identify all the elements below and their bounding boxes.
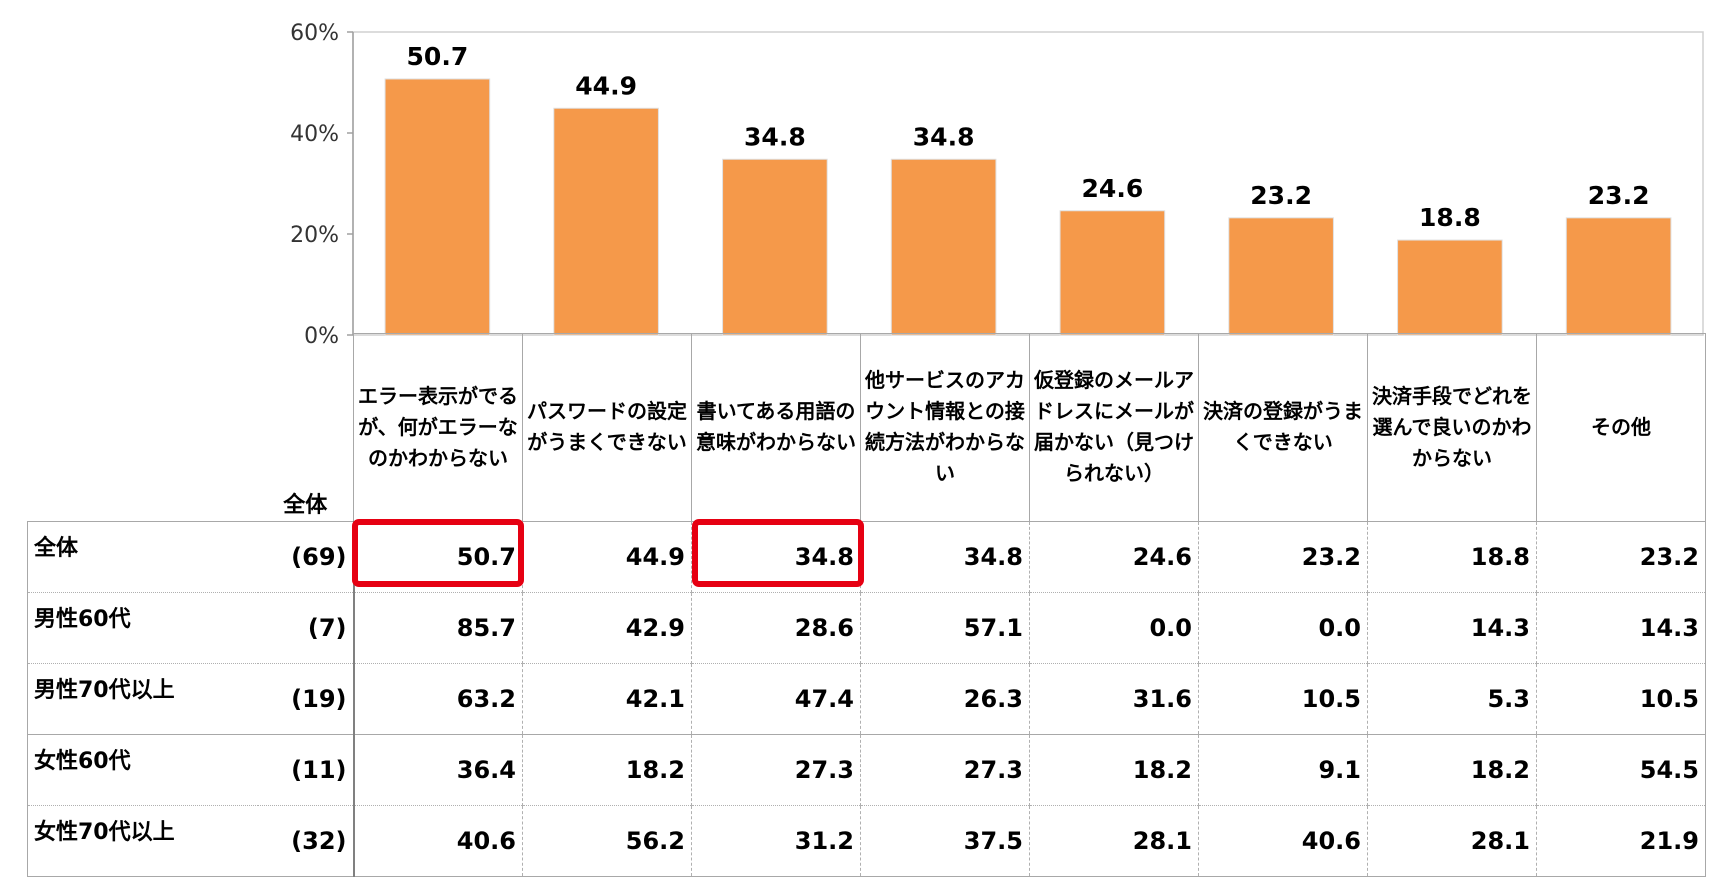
category-header: 決済手段でどれを選んで良いのかわからない — [1367, 333, 1537, 521]
sample-size: (69) — [257, 520, 354, 592]
value-cell: 47.4 — [691, 662, 861, 734]
sample-size: (32) — [257, 804, 354, 877]
table-row: 女性60代 (11) 36.4 18.2 27.3 27.3 18.2 9.1 … — [27, 733, 1706, 805]
value-cell: 40.6 — [1198, 804, 1368, 877]
category-header: エラー表示がでるが、何がエラーなのかわからない — [353, 333, 523, 521]
table-row: 女性70代以上 (32) 40.6 56.2 31.2 37.5 28.1 40… — [27, 804, 1706, 877]
table-row: 全体 (69) 50.7 44.9 34.8 34.8 24.6 23.2 18… — [27, 520, 1706, 592]
value-cell: 28.1 — [1029, 804, 1199, 877]
table-row: 男性60代 (7) 85.7 42.9 28.6 57.1 0.0 0.0 14… — [27, 591, 1706, 663]
sample-size: (19) — [257, 662, 354, 734]
value-cell: 57.1 — [860, 591, 1030, 663]
y-tick-label: 40% — [290, 122, 339, 147]
data-label: 50.7 — [407, 42, 469, 71]
value-cell: 18.2 — [522, 733, 692, 805]
value-cell: 24.6 — [1029, 520, 1199, 592]
value-cell: 18.2 — [1029, 733, 1199, 805]
data-label: 34.8 — [913, 122, 975, 151]
sample-size: (7) — [257, 591, 354, 663]
bar — [384, 78, 491, 336]
value-cell: 44.9 — [522, 520, 692, 592]
total-column-header: 全体 — [283, 492, 328, 518]
value-cell: 18.2 — [1367, 733, 1537, 805]
highlight-box — [352, 519, 524, 587]
category-header: 他サービスのアカウント情報との接続方法がわからない — [860, 333, 1030, 521]
value-cell: 50.7 — [352, 520, 523, 592]
value-cell: 85.7 — [352, 591, 523, 663]
row-label: 女性70代以上 — [27, 804, 258, 877]
value-cell: 26.3 — [860, 662, 1030, 734]
bar — [553, 107, 659, 336]
row-label: 男性60代 — [27, 591, 258, 663]
category-header: パスワードの設定がうまくできない — [522, 333, 692, 521]
bar — [890, 158, 997, 336]
highlight-box — [692, 519, 864, 587]
y-tick-label: 60% — [290, 21, 339, 46]
sample-size: (11) — [257, 733, 354, 805]
data-label: 34.8 — [744, 122, 806, 151]
value-cell: 31.2 — [691, 804, 861, 877]
data-table: 全体 エラー表示がでるが、何がエラーなのかわからない パスワードの設定がうまくで… — [27, 333, 1706, 877]
value-cell: 63.2 — [352, 662, 523, 734]
value-cell: 18.8 — [1367, 520, 1537, 592]
value-cell: 23.2 — [1536, 520, 1706, 592]
data-label: 23.2 — [1588, 181, 1650, 210]
data-label: 24.6 — [1082, 174, 1144, 203]
value-cell: 34.8 — [860, 520, 1030, 592]
row-label: 全体 — [27, 520, 258, 592]
value-cell: 54.5 — [1536, 733, 1706, 805]
y-tick-label: 20% — [290, 223, 339, 248]
value-cell: 42.1 — [522, 662, 692, 734]
value-cell: 21.9 — [1536, 804, 1706, 877]
bar-chart: 0% 20% 40% 60% 50.7 44.9 34.8 34.8 24.6 23.2 18.8 2… — [290, 21, 1704, 349]
data-label: 44.9 — [575, 71, 637, 100]
data-label: 18.8 — [1419, 203, 1481, 232]
category-header: その他 — [1536, 333, 1706, 521]
value-cell: 28.6 — [691, 591, 861, 663]
bar — [1059, 210, 1166, 336]
value-cell: 10.5 — [1536, 662, 1706, 734]
bar — [1228, 217, 1334, 336]
category-header: 決済の登録がうまくできない — [1198, 333, 1368, 521]
value-cell: 37.5 — [860, 804, 1030, 877]
value-cell: 10.5 — [1198, 662, 1368, 734]
value-cell: 14.3 — [1367, 591, 1537, 663]
value-cell: 5.3 — [1367, 662, 1537, 734]
category-header: 仮登録のメールアドレスにメールが届かない（見つけられない） — [1029, 333, 1199, 521]
y-tick-label: 0% — [304, 324, 339, 349]
value-cell: 0.0 — [1198, 591, 1368, 663]
value-cell: 42.9 — [522, 591, 692, 663]
value-cell: 0.0 — [1029, 591, 1199, 663]
value-cell: 31.6 — [1029, 662, 1199, 734]
value-cell: 14.3 — [1536, 591, 1706, 663]
value-cell: 56.2 — [522, 804, 692, 877]
value-cell: 23.2 — [1198, 520, 1368, 592]
value-cell: 28.1 — [1367, 804, 1537, 877]
bar — [722, 158, 828, 336]
row-label: 女性60代 — [27, 733, 258, 805]
category-header: 書いてある用語の意味がわからない — [691, 333, 861, 521]
table-corner — [28, 334, 258, 522]
data-label: 23.2 — [1250, 181, 1312, 210]
value-cell: 27.3 — [691, 733, 861, 805]
row-label: 男性70代以上 — [27, 662, 258, 734]
bar — [1397, 239, 1503, 336]
bar — [1565, 217, 1672, 336]
value-cell: 27.3 — [860, 733, 1030, 805]
value-cell: 9.1 — [1198, 733, 1368, 805]
value-cell: 40.6 — [352, 804, 523, 877]
value-cell: 36.4 — [352, 733, 523, 805]
table-row: 男性70代以上 (19) 63.2 42.1 47.4 26.3 31.6 10… — [27, 662, 1706, 734]
